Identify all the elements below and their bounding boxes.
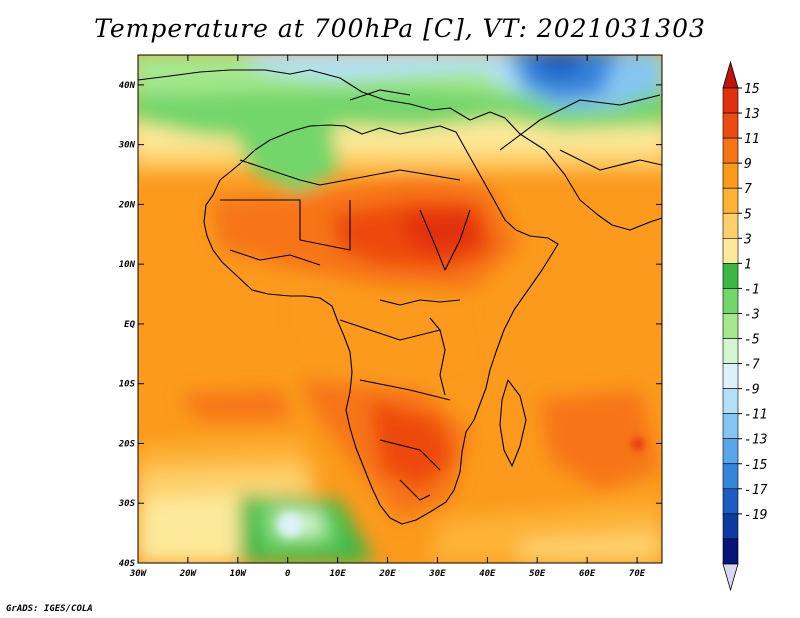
lat-label: 30N — [118, 141, 136, 151]
colorbar-segment — [722, 338, 739, 364]
colorbar-segment — [722, 288, 739, 314]
colorbar-label: -19 — [744, 508, 767, 523]
colorbar-label: -11 — [744, 408, 767, 423]
colorbar-segment — [722, 488, 739, 515]
colorbar-segment — [722, 313, 739, 339]
lon-label: 10E — [329, 569, 346, 579]
colorbar-segment — [722, 187, 739, 214]
colorbar: 15 13 11 9 7 5 3 1 -1 -3 -5 -7 -9 -11 -13 -15 -17 -19 — [722, 60, 768, 592]
colorbar-segment — [722, 137, 739, 164]
colorbar-segment — [722, 463, 739, 490]
colorbar-label: -9 — [744, 383, 760, 398]
colorbar-label: -3 — [744, 307, 760, 322]
lon-label: 30W — [129, 569, 148, 579]
lon-label: 10W — [230, 569, 248, 579]
grads-credit: GrADS: IGES/COLA — [6, 604, 93, 614]
lat-label: 20N — [118, 200, 136, 210]
colorbar-label: -15 — [744, 458, 768, 473]
lon-label: 0 — [285, 569, 291, 579]
colorbar-label: 5 — [744, 207, 752, 222]
lon-label: 40E — [479, 569, 496, 579]
map-frame — [137, 54, 663, 564]
colorbar-label: -7 — [744, 358, 760, 373]
colorbar-label: -13 — [744, 433, 767, 448]
colorbar-segment — [722, 212, 739, 239]
colorbar-segment — [722, 162, 739, 189]
lat-label: 40S — [119, 559, 136, 569]
lon-label: 70E — [629, 569, 646, 579]
lat-label: 10S — [119, 380, 136, 390]
colorbar-under-arrow — [722, 563, 739, 592]
lon-label: 20W — [179, 569, 198, 579]
colorbar-segment — [722, 263, 739, 289]
lon-label: 50E — [529, 569, 546, 579]
colorbar-segment — [722, 513, 739, 540]
colorbar-segment — [722, 388, 739, 414]
colorbar-segment — [722, 538, 739, 565]
lat-label: 40N — [119, 81, 136, 91]
lat-label: 10N — [119, 260, 136, 270]
colorbar-label: 7 — [744, 182, 752, 197]
lon-label: 30E — [428, 569, 446, 579]
lon-label: 20E — [378, 569, 396, 579]
map-title: Temperature at 700hPa [C], VT: 202103130… — [94, 14, 706, 43]
lat-label: 20S — [118, 439, 136, 449]
colorbar-label: 9 — [744, 157, 752, 172]
lon-label: 60E — [579, 569, 596, 579]
colorbar-segment — [722, 363, 739, 389]
colorbar-label: 13 — [744, 107, 760, 122]
colorbar-label: 3 — [743, 232, 752, 247]
colorbar-over-arrow — [722, 60, 739, 89]
colorbar-label: -1 — [744, 282, 760, 297]
colorbar-segment — [722, 413, 739, 439]
colorbar-label: 1 — [744, 257, 752, 272]
colorbar-segment — [722, 112, 739, 139]
colorbar-label: -5 — [744, 333, 760, 348]
coastlines — [137, 69, 663, 525]
temperature-field — [138, 55, 662, 563]
colorbar-segment — [722, 238, 739, 264]
colorbar-label: -17 — [744, 483, 768, 498]
colorbar-label: 11 — [744, 132, 760, 147]
colorbar-label: 15 — [744, 82, 760, 97]
colorbar-segment — [722, 87, 739, 114]
lat-label: EQ — [124, 320, 135, 330]
colorbar-segment — [722, 438, 739, 465]
lat-label: 30S — [118, 499, 136, 509]
